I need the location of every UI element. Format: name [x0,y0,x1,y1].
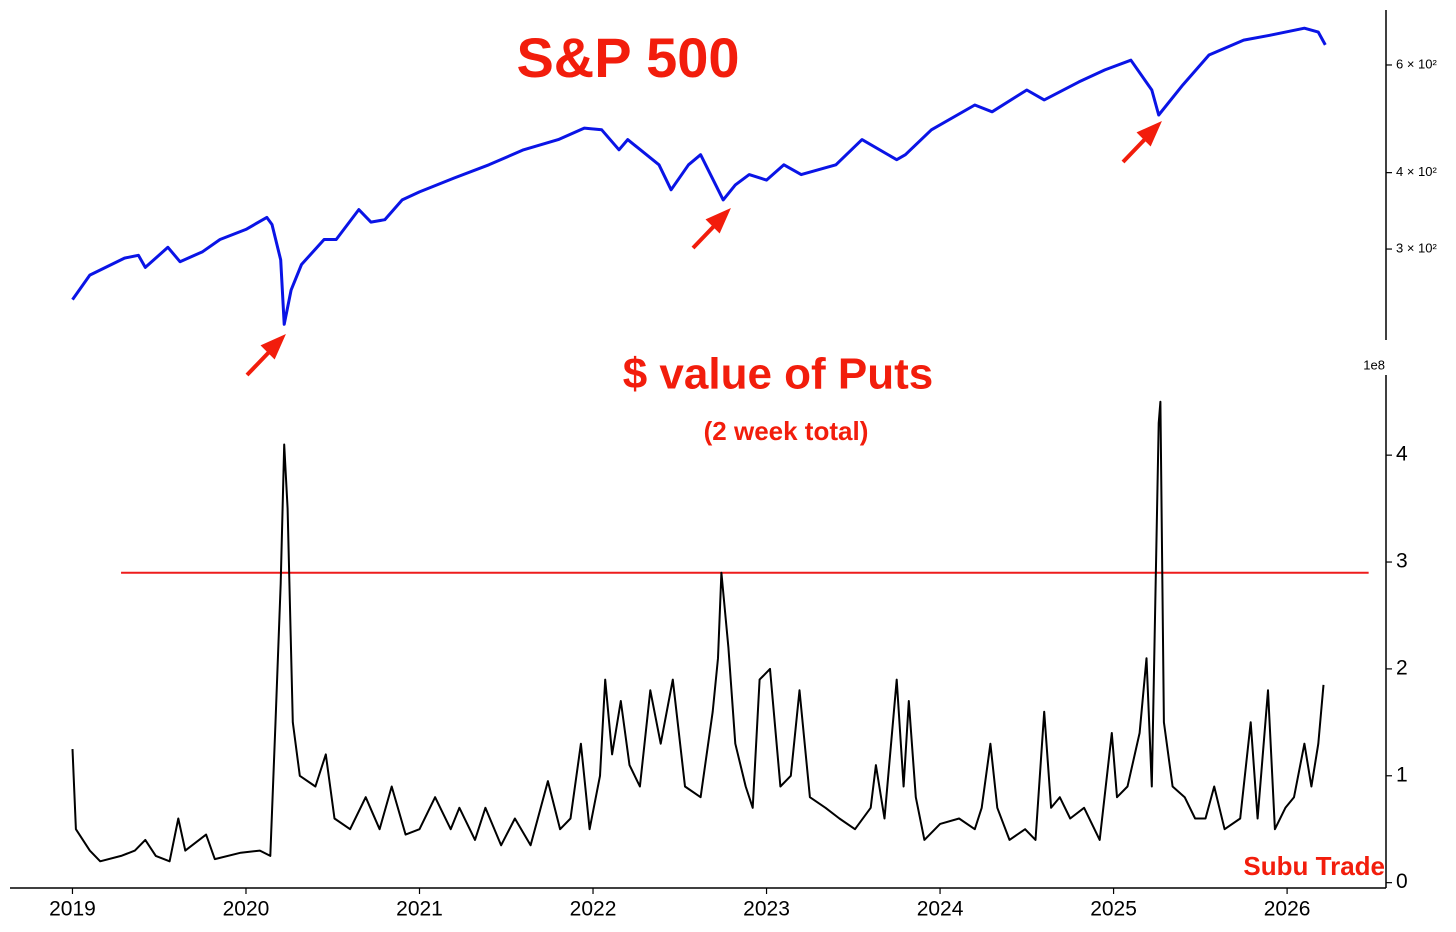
y-tick-label: 3 [1396,550,1408,573]
y-tick-label: 2 [1396,656,1408,679]
chart-subtitle: (2 week total) [704,416,869,446]
x-tick-label: 2021 [396,898,443,921]
y-tick-label: 4 [1396,443,1408,466]
y-tick-label: 3 × 10² [1396,240,1438,255]
x-tick-label: 2020 [223,898,270,921]
watermark: Subu Trade [1243,851,1385,881]
arrow [1121,134,1150,164]
offset-label: 1e8 [1363,357,1385,372]
y-tick-label: 1 [1396,763,1408,786]
arrows [245,121,1162,377]
x-tick-label: 2022 [570,898,617,921]
arrow-head [1136,121,1162,147]
arrow [245,347,274,377]
x-tick-label: 2025 [1090,898,1137,921]
arrow-head [705,208,731,234]
x-tick-label: 2023 [743,898,790,921]
x-tick-label: 2024 [917,898,964,921]
x-tick-label: 2026 [1264,898,1311,921]
arrow [691,221,719,250]
x-tick-label: 2019 [49,898,96,921]
y-tick-label: 6 × 10² [1396,56,1438,71]
arrow-head [260,334,286,360]
data-line [71,26,1327,326]
y-tick-label: 0 [1396,870,1408,893]
chart-title: $ value of Puts [623,350,934,399]
chart-title: S&P 500 [516,26,739,89]
y-tick-label: 4 × 10² [1396,164,1438,179]
data-line [71,400,1325,863]
